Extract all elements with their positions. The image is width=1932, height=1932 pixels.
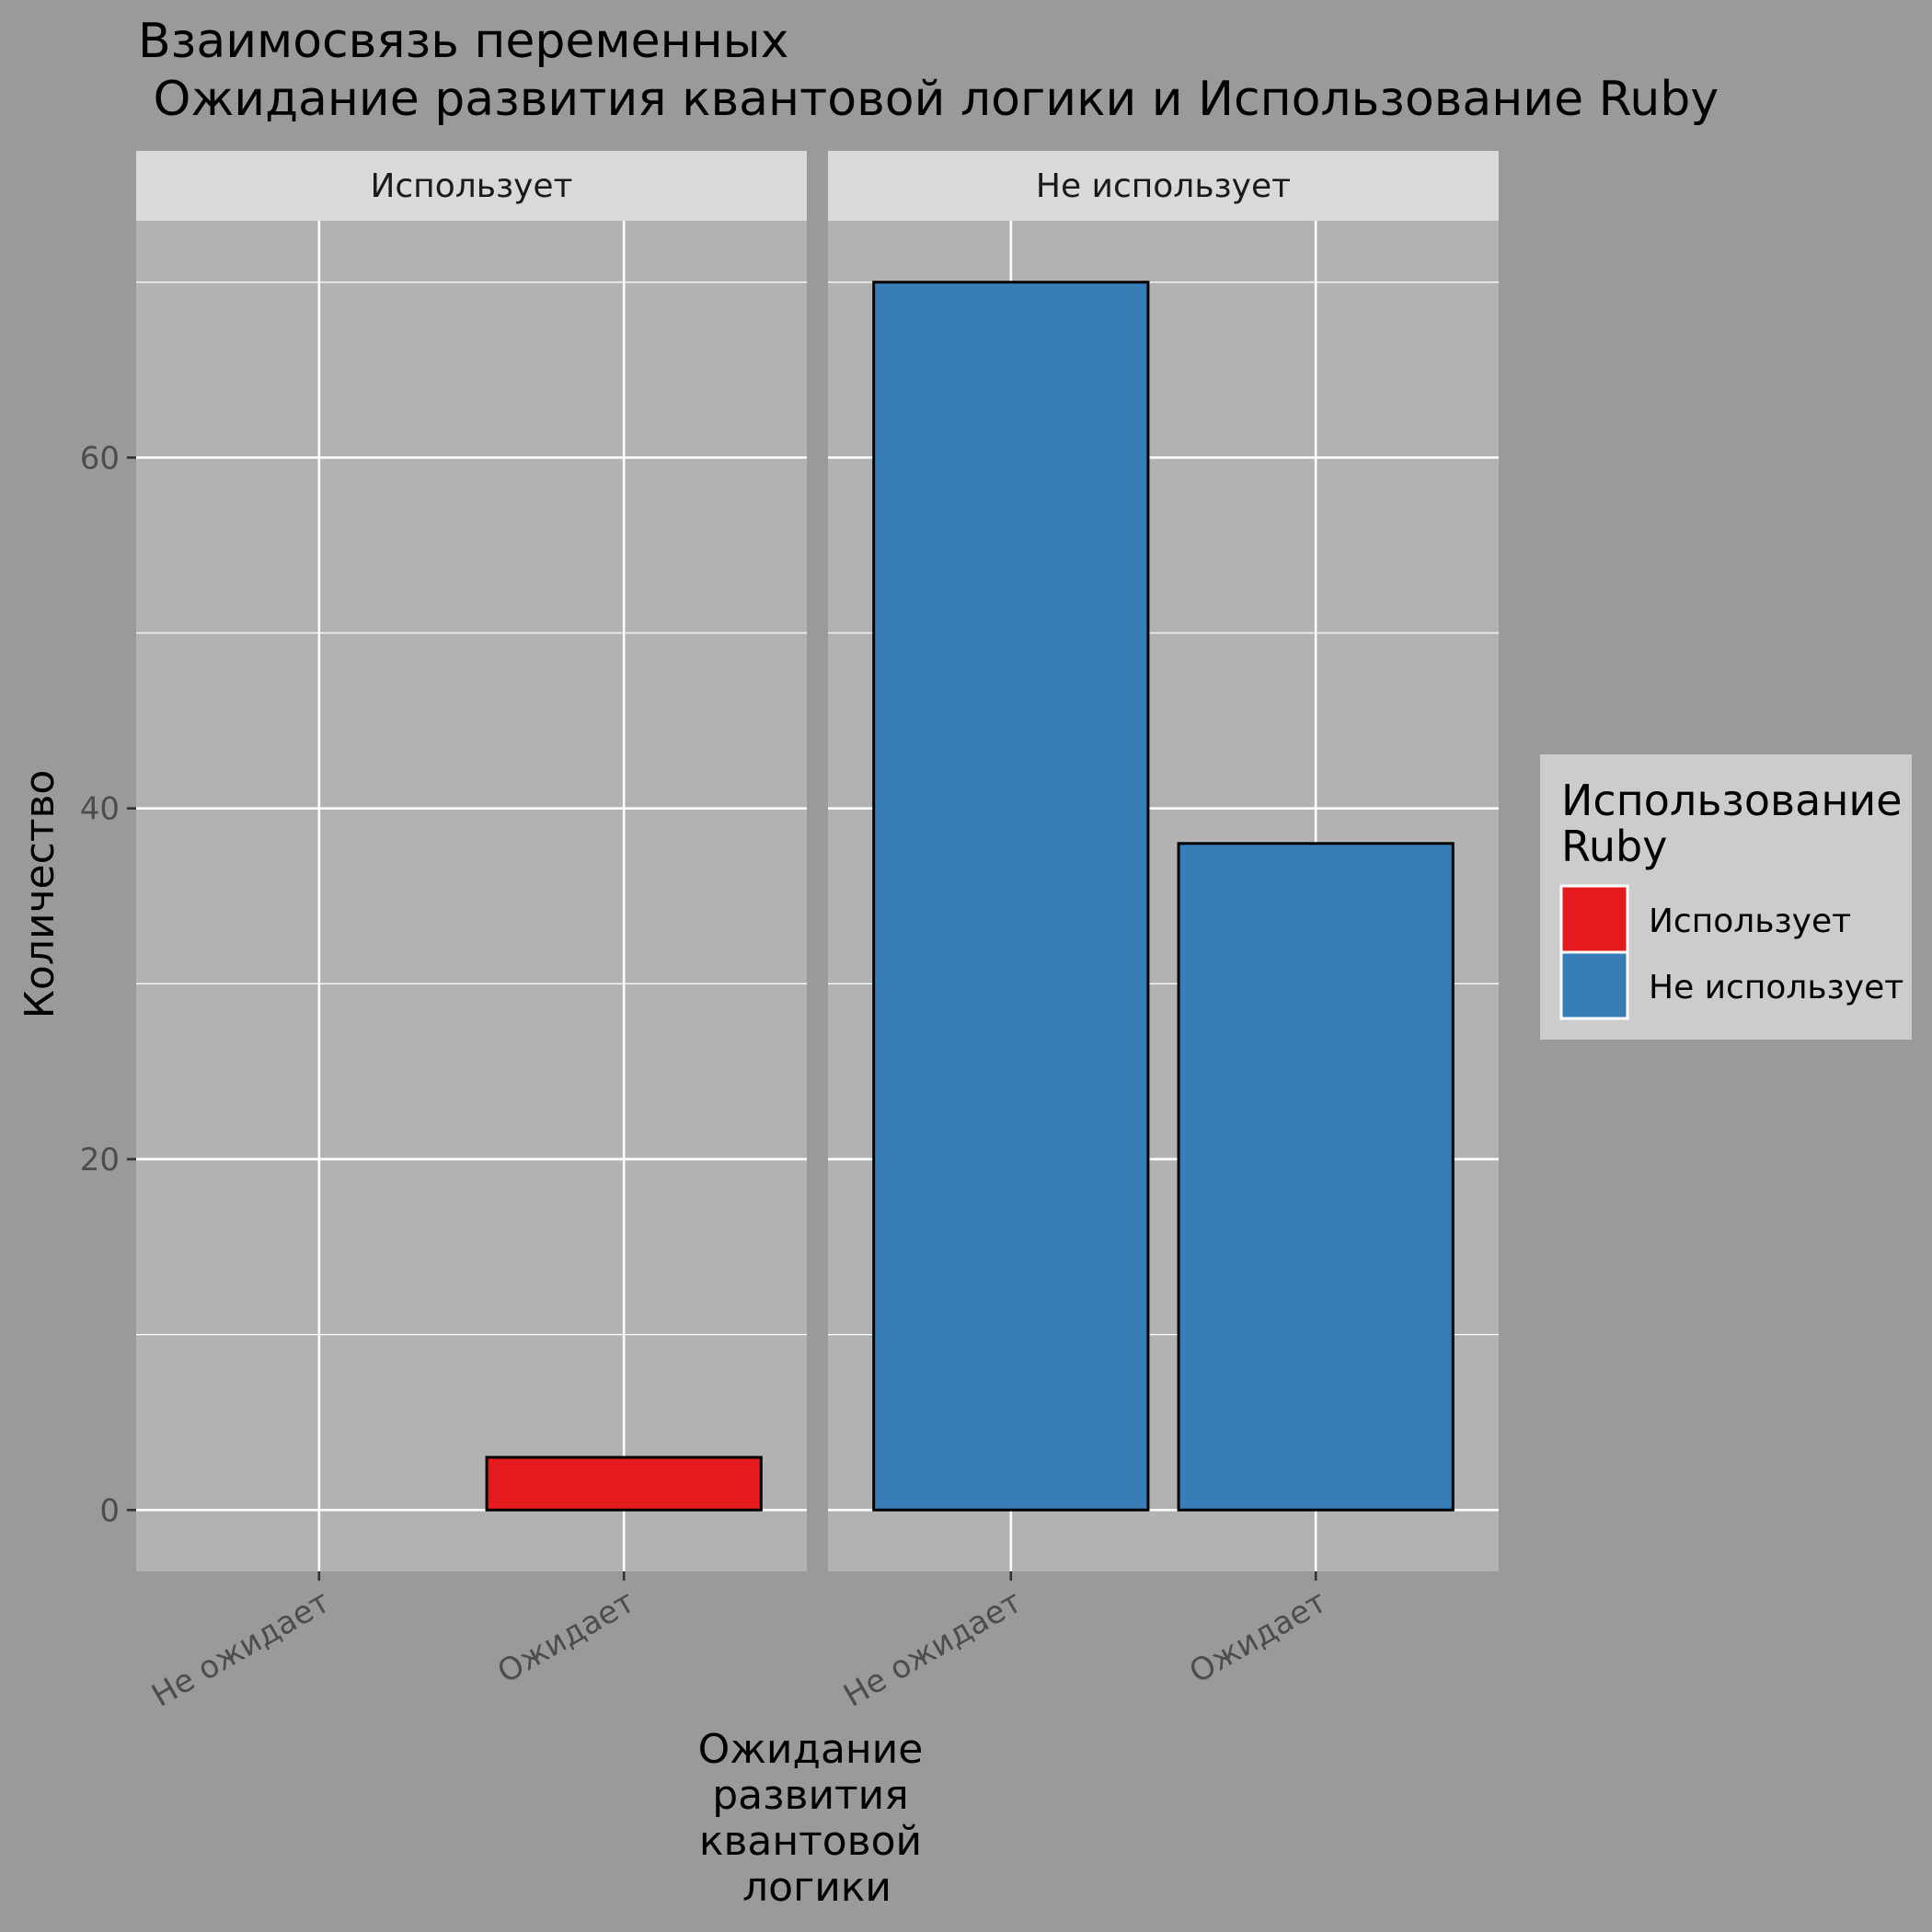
legend-key-uses — [1559, 884, 1629, 954]
chart-title-line-1: Взаимосвязь переменных — [138, 14, 788, 69]
y-axis-title: Количество — [17, 770, 63, 1019]
facet-strip-label-not-uses: Не использует — [1036, 167, 1291, 205]
legend-label-not-uses: Не использует — [1649, 969, 1903, 1006]
chart-title-line-2: Ожидание развития квантовой логики и Исп… — [138, 72, 1719, 127]
x-axis-title-line-1: Ожидание — [698, 1726, 924, 1773]
legend-title-line-1: Использование — [1561, 776, 1903, 825]
y-tick-label: 0 — [99, 1492, 120, 1529]
y-tick-label: 20 — [80, 1142, 120, 1179]
bar-uses-1 — [485, 1455, 763, 1512]
x-axis-title: Ожидание развития квантовой логики — [698, 1726, 937, 1911]
panel-uses — [136, 221, 807, 1571]
bar-not-uses-0 — [872, 281, 1150, 1512]
legend: Использование Ruby Использует Не использ… — [1540, 754, 1915, 1040]
legend-title-line-2: Ruby — [1561, 822, 1667, 871]
bar-not-uses-1 — [1177, 842, 1455, 1512]
legend-title: Использование Ruby — [1561, 776, 1915, 871]
x-axis-title-line-4: логики — [742, 1864, 891, 1911]
facet-strip-not-uses — [828, 151, 1499, 221]
legend-key-not-uses — [1559, 950, 1629, 1020]
y-tick-label: 60 — [80, 440, 120, 477]
chart-title: Взаимосвязь переменных Ожидание развития… — [138, 14, 1719, 127]
facet-strip-uses — [136, 151, 807, 221]
x-axis-title-line-3: квантовой — [699, 1818, 922, 1865]
x-axis-title-line-2: развития — [712, 1772, 909, 1819]
legend-label-uses: Использует — [1649, 903, 1851, 940]
facet-strip-label-uses: Использует — [370, 167, 572, 205]
y-tick-label: 40 — [80, 791, 120, 828]
